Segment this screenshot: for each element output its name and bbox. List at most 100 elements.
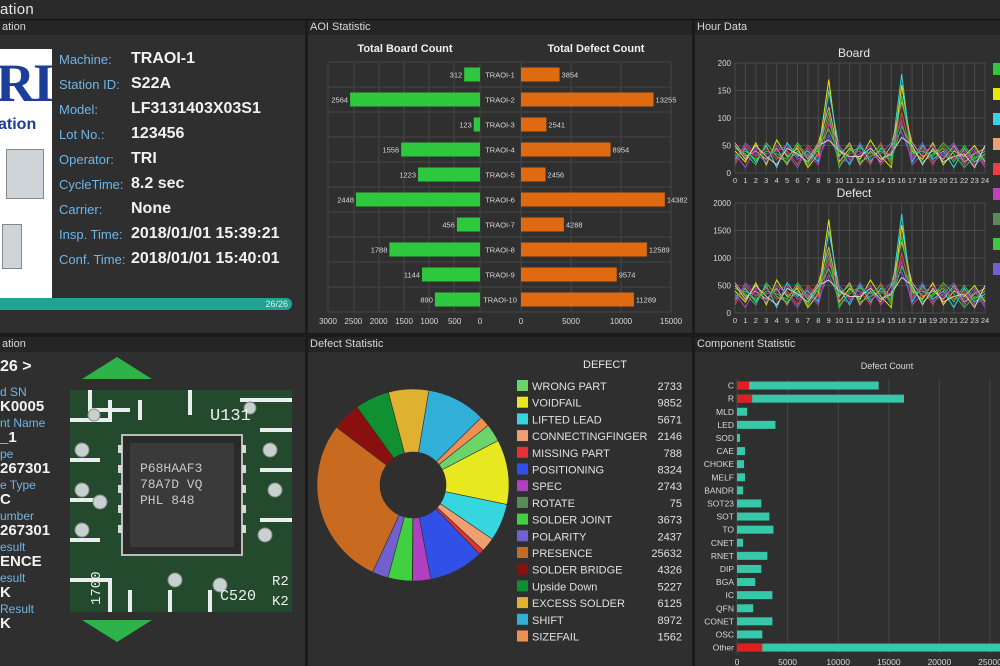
inspection-field-label: e Type: [0, 478, 36, 492]
component-tick-label: 10000: [826, 657, 850, 666]
defect-bar: [521, 292, 634, 307]
station-field-value: LF3131403X03S1: [131, 100, 261, 117]
result-nav[interactable]: 26 >: [0, 358, 32, 375]
component-tick-label: 25000: [978, 657, 1000, 666]
donut-slice: [316, 426, 400, 573]
app-title: ation: [0, 1, 35, 18]
board-bar: [422, 267, 480, 282]
board-tick-label: 2000: [370, 317, 388, 326]
legend-swatch: [517, 396, 528, 408]
component-name-label: SOT23: [707, 498, 734, 508]
board-tick-label: 1000: [420, 317, 438, 326]
machine-label: TRAOI-9: [485, 271, 515, 280]
hour-label: 15: [887, 176, 895, 185]
component-accent-bar: [737, 381, 750, 390]
hour-label: 1: [743, 176, 747, 185]
silk-label-k2: K2: [272, 594, 289, 610]
chip-text-1: P68HAAF3: [140, 461, 202, 476]
board-tick-label: 3000: [319, 317, 337, 326]
defect-value-label: 9574: [619, 271, 636, 280]
board-series-line: [734, 101, 986, 166]
defect-panel-title: Defect Statistic: [308, 337, 692, 352]
defect-legend-name: SIZEFAIL: [532, 632, 579, 644]
board-bar: [464, 67, 480, 82]
hour-label: 5: [785, 176, 789, 185]
component-name-label: DIP: [720, 564, 735, 574]
defect-legend-value: 2733: [658, 381, 682, 393]
component-name-label: CAE: [717, 446, 735, 456]
station-field-value: TRAOI-1: [131, 50, 195, 67]
logo-sub-text: ation: [0, 116, 37, 133]
defect-legend-name: Upside Down: [532, 581, 597, 593]
hour-label: 20: [939, 316, 947, 325]
machine-label: TRAOI-5: [485, 171, 515, 180]
company-logo: RI ation: [0, 49, 52, 305]
chip-text-3: PHL 848: [140, 493, 195, 508]
legend-swatch: [517, 580, 528, 592]
chip-text-2: 78A7D VQ: [140, 477, 203, 492]
defect-value-label: 2541: [548, 121, 565, 130]
component-statistic-panel: Component Statistic Defect Count 0 5000 100…: [695, 337, 1000, 666]
defect-legend-value: 8324: [658, 465, 682, 477]
inspection-field-label: nt Name: [0, 416, 46, 430]
previous-arrow-icon[interactable]: [82, 357, 152, 379]
component-name-label: QFN: [716, 603, 734, 613]
defect-chart: DEFECT WRONG PART 2733 VOIDFAIL 9852 LIFTED L…: [316, 359, 682, 644]
machine-label: TRAOI-2: [485, 96, 515, 105]
pcb-svg: P68HAAF3 78A7D VQ PHL 848 U131 C520 R2 K…: [70, 390, 292, 612]
defect-legend-value: 4326: [658, 565, 682, 577]
inspection-panel-title: ation: [0, 337, 305, 352]
aoi-panel-title: AOI Statistic: [308, 20, 692, 35]
legend-swatch: [517, 413, 528, 425]
station-field-value: S22A: [131, 75, 172, 92]
hour-label: 17: [908, 316, 916, 325]
defect-legend-value: 2437: [658, 531, 682, 543]
component-bar: [737, 394, 904, 403]
defect-tick-label: 0: [519, 317, 524, 326]
station-field-label: Station ID:: [59, 77, 120, 92]
next-arrow-icon[interactable]: [82, 620, 152, 642]
defect-legend-name: PRESENCE: [532, 548, 593, 560]
component-bar: [737, 525, 774, 534]
board-value-label: 2448: [337, 196, 354, 205]
legend-swatch: [993, 188, 1000, 200]
inspection-progress-bar: 26/26: [0, 298, 292, 310]
legend-swatch: [517, 480, 528, 492]
machine-image: [6, 149, 44, 199]
component-bar: [737, 512, 770, 521]
component-name-label: MELF: [711, 472, 734, 482]
component-name-label: RNET: [711, 551, 734, 561]
board-bar: [389, 242, 480, 257]
defect-value-label: 8954: [613, 146, 630, 155]
defect-bar: [521, 242, 647, 257]
board-bar: [350, 92, 480, 107]
logo-text: RI: [0, 53, 52, 113]
silk-label-r2: R2: [272, 574, 289, 590]
hour-label: 14: [877, 176, 885, 185]
component-name-label: BGA: [716, 577, 734, 587]
component-bar: [737, 551, 768, 560]
defect-value-label: 11289: [636, 296, 656, 305]
defect-legend-name: EXCESS SOLDER: [532, 598, 625, 610]
hour-label: 17: [908, 176, 916, 185]
defect-series-line: [734, 270, 986, 309]
component-name-label: Other: [713, 643, 734, 653]
defect-bar: [521, 167, 546, 182]
defect-legend-name: SHIFT: [532, 615, 564, 627]
hour-label: 14: [877, 316, 885, 325]
defect-tick-label: 15000: [660, 317, 683, 326]
component-name-label: R: [728, 394, 734, 404]
hour-label: 22: [960, 316, 968, 325]
legend-swatch: [517, 496, 528, 508]
station-panel: ation RI ation Machine: TRAOI-1 Station ID…: [0, 20, 305, 333]
legend-swatch: [517, 513, 528, 525]
machine-label: TRAOI-10: [483, 296, 517, 305]
hour-label: 23: [970, 316, 978, 325]
defect-panel-body: DEFECT WRONG PART 2733 VOIDFAIL 9852 LIFTED L…: [308, 352, 692, 666]
machine-label: TRAOI-1: [485, 71, 515, 80]
hour-data-panel: Hour Data Board 200 150 100 50 0 0 1 2 3 4 5 6 7 8 9 10 1…: [695, 20, 1000, 333]
hour-label: 15: [887, 316, 895, 325]
station-field-label: Lot No.:: [59, 127, 105, 142]
inspection-field-value: ENCE: [0, 553, 42, 570]
